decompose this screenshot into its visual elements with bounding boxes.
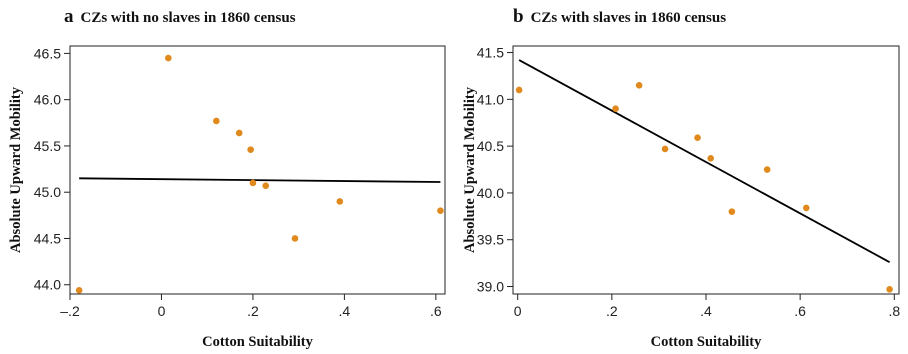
chart-a-y-tick-label: 45.5 (34, 138, 61, 154)
chart-a-svg: –.2 0 .2 .4 .6 44.0 44.5 45.0 45.5 46.0 46.5 Cotton… (8, 45, 446, 350)
panel-b-title-text: CZs with slaves in 1860 census (530, 10, 727, 26)
panel-b: b CZs with slaves in 1860 census 0 .2 .4 .6.… (454, 0, 908, 354)
chart-a-x-tick-label: .6 (430, 303, 442, 319)
chart-a-data-point (75, 286, 83, 294)
chart-a-y-tick-label: 44.0 (34, 277, 61, 293)
chart-a-data-point (262, 182, 270, 190)
chart-a-x-tick-label: –.2 (60, 303, 80, 319)
chart-b-data-point (728, 208, 736, 215)
chart-a-y-tick-label: 46.5 (34, 45, 61, 61)
chart-a-data-point (247, 146, 254, 153)
chart-b-y-tick-label: 40.0 (477, 185, 504, 201)
chart-a-data-point (249, 179, 257, 187)
chart-b-data-point (886, 286, 893, 293)
chart-b-svg: 0 .2 .4 .6 .8 39.0 39.5 40.0 40.5 41.0 41.5 Cotton … (462, 45, 900, 350)
chart-b-x-tick-label: .2 (606, 303, 618, 319)
chart-b-y-tick-label: 39.5 (477, 232, 504, 248)
chart-b-fit-line (518, 59, 891, 263)
chart-b-data-point (612, 105, 619, 113)
chart-a-y-axis-title: Absolute Upward Mobility (8, 86, 24, 253)
chart-a-data-point (165, 54, 172, 62)
chart-a-y-tick-label: 46.0 (34, 92, 61, 108)
chart-b-y-axis-title: Absolute Upward Mobility (462, 86, 478, 253)
chart-a-data-point (213, 117, 220, 125)
chart-b-x-tick-label: .4 (700, 303, 712, 319)
chart-b-x-tick-label: 0 (514, 303, 522, 319)
chart-b-data-point (763, 166, 771, 173)
chart-b-y-tick-label: 41.0 (477, 91, 504, 107)
chart-b-y-tick-label: 41.5 (477, 45, 504, 61)
panel-b-letter: b (513, 6, 524, 27)
chart-a-y-tick-label: 44.5 (34, 230, 61, 246)
chart-a-data-point (437, 207, 444, 215)
panel-a-letter: a (64, 6, 74, 27)
chart-a-data-point (291, 235, 299, 242)
chart-b-data-point (694, 134, 701, 142)
panel-a-title: a CZs with no slaves in 1860 census (64, 6, 296, 28)
chart-a-x-tick-label: .4 (339, 303, 351, 319)
chart-b-data-point (635, 82, 643, 89)
chart-a-plot-frame (69, 45, 446, 295)
chart-a-x-tick-label: .2 (247, 303, 259, 319)
chart-b-data-point (802, 204, 810, 212)
chart-b-data-point (661, 145, 669, 153)
chart-b-x-axis-title: Cotton Suitability (651, 334, 763, 350)
chart-a-y-tick-label: 45.0 (34, 184, 61, 200)
chart-a-x-axis-title: Cotton Suitability (202, 334, 314, 350)
chart-b-x-tick-label: .6 (794, 303, 806, 319)
panel-a-title-text: CZs with no slaves in 1860 census (80, 10, 296, 26)
chart-b-data-point (707, 155, 715, 162)
chart-a-data-point (336, 198, 344, 205)
chart-b-x-tick-label: .8 (888, 303, 900, 319)
chart-b-plot-frame (512, 45, 900, 295)
panel-a: a CZs with no slaves in 1860 census –.2 0.… (8, 6, 446, 350)
chart-a-fit-line (79, 177, 441, 183)
chart-a-data-point (235, 129, 243, 137)
chart-a-x-tick-label: 0 (158, 303, 166, 319)
chart-b-data-point (515, 86, 523, 94)
chart-b-y-tick-label: 39.0 (477, 279, 504, 295)
chart-b-y-tick-label: 40.5 (477, 138, 504, 154)
panel-b-title: b CZs with slaves in 1860 census (513, 6, 726, 28)
